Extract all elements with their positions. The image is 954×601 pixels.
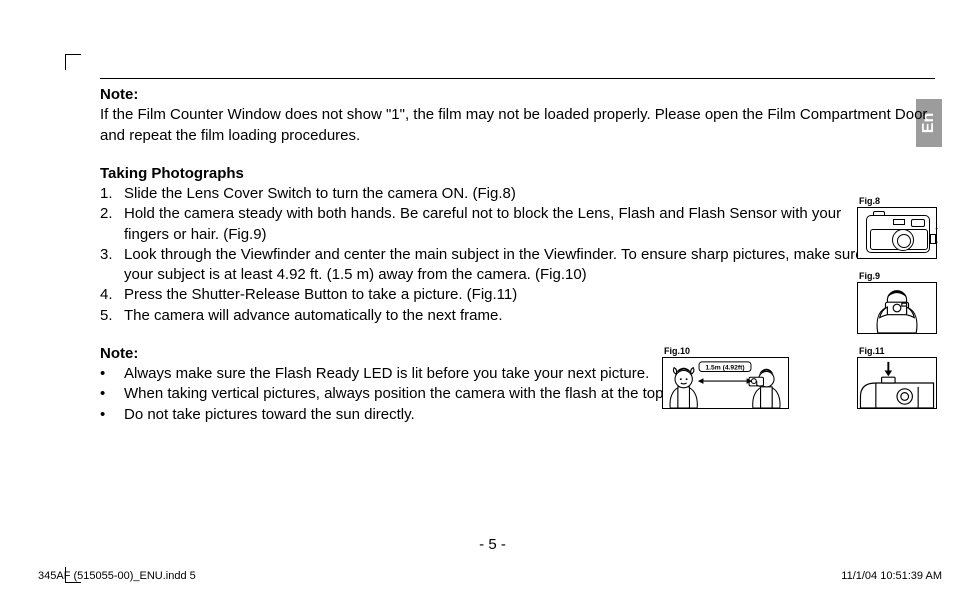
footer-bar: 345AF (515055-00)_ENU.indd 5 11/1/04 10:… [36, 570, 942, 582]
step-number: 5. [100, 306, 124, 326]
section-heading: Taking Photographs [100, 164, 935, 184]
bullet-marker: • [100, 364, 124, 384]
holding-camera-illustration [858, 283, 936, 333]
shutter-press-illustration [858, 358, 936, 408]
step-text: Hold the camera steady with both hands. … [124, 204, 864, 245]
camera-illustration: ↑↓ [866, 215, 930, 253]
top-rule [100, 78, 935, 79]
bullet-text: Always make sure the Flash Ready LED is … [124, 364, 674, 384]
bullet-text: Do not take pictures toward the sun dire… [124, 405, 674, 425]
figure-caption: Fig.9 [859, 271, 880, 281]
step-item: 2.Hold the camera steady with both hands… [100, 204, 935, 245]
bullet-marker: • [100, 384, 124, 404]
taking-photographs-section: Taking Photographs 1.Slide the Lens Cove… [100, 164, 935, 326]
content-area: Note: If the Film Counter Window does no… [100, 78, 935, 425]
distance-illustration: 1.5m (4.92ft) [663, 358, 788, 408]
figure-10: 1.5m (4.92ft) [662, 357, 789, 409]
figure-9 [857, 282, 937, 334]
bullet-item: •Always make sure the Flash Ready LED is… [100, 364, 935, 384]
note-block-1: Note: If the Film Counter Window does no… [100, 85, 935, 146]
bullet-item: •Do not take pictures toward the sun dir… [100, 405, 935, 425]
bullet-marker: • [100, 405, 124, 425]
footer-right: 11/1/04 10:51:39 AM [841, 570, 942, 582]
step-text: Slide the Lens Cover Switch to turn the … [124, 184, 864, 204]
figure-caption: Fig.11 [859, 346, 885, 356]
step-item: 5.The camera will advance automatically … [100, 306, 935, 326]
step-text: Press the Shutter-Release Button to take… [124, 285, 864, 305]
figure-caption: Fig.10 [664, 346, 690, 356]
step-number: 2. [100, 204, 124, 245]
step-number: 1. [100, 184, 124, 204]
step-item: 1.Slide the Lens Cover Switch to turn th… [100, 184, 935, 204]
footer-left: 345AF (515055-00)_ENU.indd 5 [38, 570, 196, 582]
note-heading: Note: [100, 86, 138, 103]
step-number: 4. [100, 285, 124, 305]
steps-list: 1.Slide the Lens Cover Switch to turn th… [100, 184, 935, 326]
manual-page: En Note: If the Film Counter Window does… [36, 0, 949, 601]
figure-8: ↑↓ [857, 207, 937, 259]
figure-caption: Fig.8 [859, 196, 880, 206]
note-body: If the Film Counter Window does not show… [100, 106, 927, 143]
figure-11 [857, 357, 937, 409]
step-text: The camera will advance automatically to… [124, 306, 864, 326]
note-block-2: Note: •Always make sure the Flash Ready … [100, 344, 935, 425]
bullet-item: •When taking vertical pictures, always p… [100, 384, 935, 404]
bullet-text: When taking vertical pictures, always po… [124, 384, 674, 404]
step-number: 3. [100, 245, 124, 286]
step-text: Look through the Viewfinder and center t… [124, 245, 864, 286]
distance-label: 1.5m (4.92ft) [705, 365, 744, 372]
bullets-list: •Always make sure the Flash Ready LED is… [100, 364, 935, 425]
page-number: - 5 - [36, 536, 949, 553]
crop-mark-top-left [65, 54, 81, 70]
step-item: 3.Look through the Viewfinder and center… [100, 245, 935, 286]
note-heading: Note: [100, 345, 138, 362]
step-item: 4.Press the Shutter-Release Button to ta… [100, 285, 935, 305]
